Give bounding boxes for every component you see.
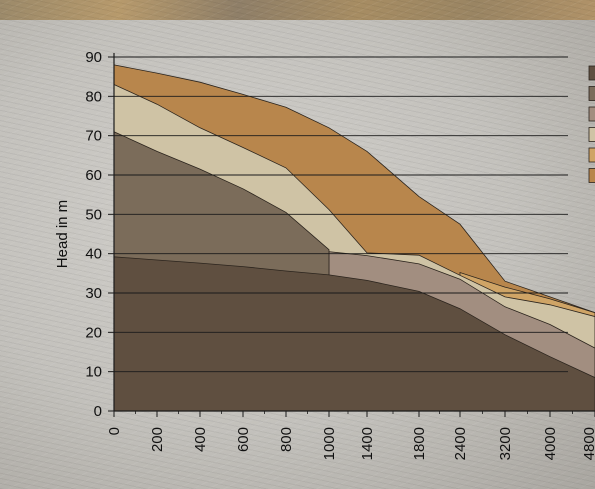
legend-swatch [588,127,595,142]
y-tick-label: 60 [85,167,102,184]
x-tick-label: 800 [278,427,295,452]
grid-lines [114,56,568,412]
legend-swatch [588,86,595,101]
y-tick-label: 30 [85,285,102,302]
legend-swatch [588,168,595,183]
x-tick-labels: 0 200 400 600 800 1000 1400 1800 2400 3200 4000 480… [106,427,595,460]
legend-swatch [588,106,595,122]
y-tick-label: 70 [85,128,102,145]
x-tick-label: 4800 [581,427,595,460]
legend [588,65,595,183]
x-tick-label: 4000 [542,427,559,460]
y-tick-label: 90 [85,49,102,66]
top-texture-band [0,0,595,20]
y-tick-label: 80 [85,88,102,105]
x-tick-label: 600 [235,427,252,452]
area-layers [113,64,595,412]
y-tick-label: 20 [85,324,102,341]
y-tick-labels: 0 10 20 30 40 50 60 70 80 90 [85,49,102,420]
y-tick-label: 40 [85,246,102,263]
y-tick-label: 0 [94,403,102,420]
x-tick-label: 1000 [321,427,338,460]
area-series-1 [113,256,595,412]
x-tick-label: 1800 [411,427,428,460]
x-tick-label: 400 [192,427,209,452]
y-axis-title: Head in m [54,200,71,268]
legend-swatch [588,147,595,163]
y-tick-label: 50 [85,206,102,223]
x-tick-label: 3200 [497,427,514,460]
axes [108,53,595,417]
x-tick-label: 200 [149,427,166,452]
x-tick-label: 2400 [452,427,469,460]
x-tick-label: 0 [106,427,123,435]
x-tick-label: 1400 [359,427,376,460]
legend-swatch [588,65,595,81]
y-tick-label: 10 [85,364,102,381]
